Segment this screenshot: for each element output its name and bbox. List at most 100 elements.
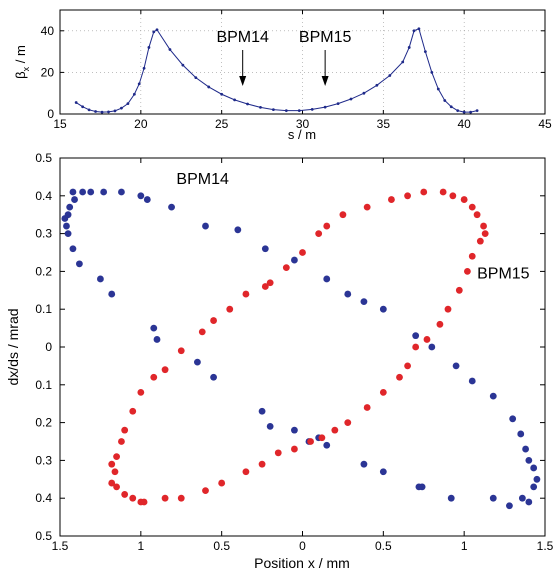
top-y-tick-label: 20 [41,65,55,79]
bpm15-point [420,188,428,196]
bpm15-point [258,460,266,468]
bpm15-point [161,494,169,502]
bpm15-point [473,211,481,219]
bpm15-point [242,468,250,476]
bottom-y-tick-label: 0.4 [35,491,52,505]
bottom-x-tick-label: 1.5 [52,539,69,553]
bpm14-point [447,494,455,502]
bpm15-point [177,494,185,502]
bpm14-point [530,483,538,491]
bottom-series [61,188,541,510]
bpm14-point [344,290,352,298]
top-x-tick-label: 20 [134,117,148,131]
bpm14-point [379,305,387,313]
bpm15-point [266,279,274,287]
bottom-y-tick-label: 0 [45,340,52,354]
bpm15-point [449,192,457,200]
bpm15-point [129,407,137,415]
beta-point [456,109,460,113]
bpm14-point [489,494,497,502]
beta-point [87,108,91,112]
beta-point [259,105,262,109]
bottom-y-axis-label: dx/ds / mrad [5,308,21,385]
bpm14-point [153,336,161,343]
beta-point [284,109,288,113]
beta-point [417,27,421,31]
bpm14-point [202,222,209,230]
top-y-tick-label: 40 [41,24,55,38]
bpm15-point [177,347,185,355]
beta-point [113,109,117,113]
beta-point [220,92,224,96]
bpm14-point [137,192,145,200]
top-x-tick-label: 30 [296,117,310,131]
bpm14-point [76,260,83,268]
top-x-tick-label: 40 [457,117,471,131]
top-x-tick-label: 45 [538,117,552,131]
bpm-arrow-head [321,76,329,86]
bpm15-point [137,388,145,396]
bpm-annotation-label: BPM14 [216,29,269,46]
bottom-annotations: BPM14 BPM15 [176,171,529,282]
bpm14-point [533,475,541,483]
beta-point [412,29,416,33]
beta-point [436,87,440,91]
beta-point [375,83,379,87]
bpm15-point [404,362,411,370]
bottom-axis-ticks: 1.5 1 0.5 0 0.5 1 1.50.50.40.30.20.100.10.20.3… [35,151,553,553]
bpm14-point [118,188,125,196]
bpm14-point [291,426,298,434]
bpm14-point [71,196,78,203]
bpm15-point [150,373,158,381]
top-axis-ticks: 15 20 25 30 35 40 45 0 20 40 [41,10,552,131]
bpm15-point [476,237,484,245]
bpm15-point [121,426,129,434]
bpm15-point [261,283,269,290]
beta-point [272,108,275,112]
phase-space-plot: 1.5 1 0.5 0 0.5 1 1.50.50.40.30.20.100.10.20.3… [5,151,554,571]
bottom-x-tick-label: 1 [461,539,468,553]
bpm15-point [161,366,169,374]
bpm15-point [242,290,250,298]
top-x-axis-label: s / m [288,127,316,142]
beta-point [349,97,353,101]
bpm15-point [460,196,468,203]
beta-point [443,99,447,102]
bpm15-point [480,222,487,230]
bpm15-point [111,468,119,476]
beta-point [323,105,327,109]
bpm15-point [444,305,452,313]
bpm15-point [113,483,120,491]
beta-point [142,66,146,70]
beta-point [126,102,130,105]
beta-point [310,108,314,111]
bpm14-point [61,215,69,222]
bpm14-point [489,392,497,400]
bpm15-point [331,426,339,434]
bpm14-point [266,422,274,430]
bpm14-point [518,494,526,502]
beta-point [297,109,301,113]
bottom-x-tick-label: 0.5 [375,539,392,553]
bpm14-point [150,324,158,332]
bpm14-point [360,460,368,468]
bpm14-point [261,245,269,253]
bpm15-point [318,434,326,442]
bpm15-point [108,479,116,487]
bpm15-point [464,268,471,275]
bpm14-point [63,222,70,230]
bpm14-point [323,275,331,283]
beta-point [407,46,411,49]
beta-point [181,63,185,67]
bpm15-point [323,222,331,230]
top-y-axis-label: βx / m [13,45,31,79]
beta-point [132,92,136,96]
beta-point [430,71,434,74]
beta-subscript: x [21,66,31,71]
beta-point [246,102,249,106]
bottom-y-tick-label: 0.5 [35,529,52,543]
bottom-y-tick-label: 0.3 [35,453,52,467]
bottom-x-axis-label: Position x / mm [254,555,350,571]
top-y-tick-label: 0 [47,107,54,121]
bottom-y-tick-label: 0.4 [35,189,52,203]
